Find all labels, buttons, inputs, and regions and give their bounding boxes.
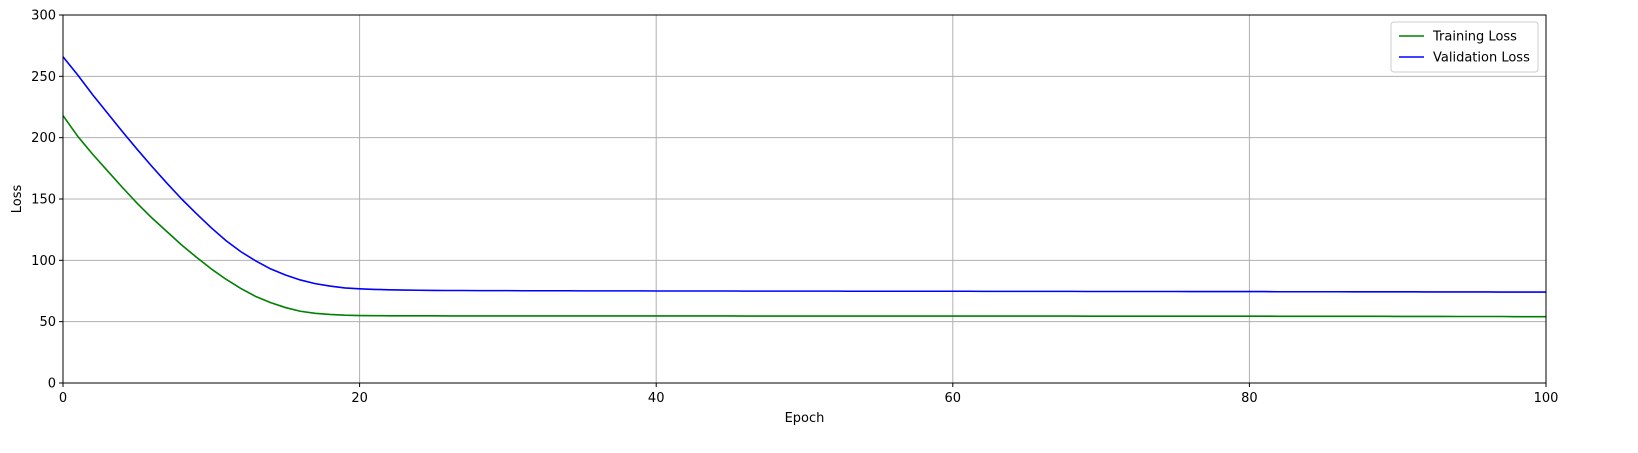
series-line-training-loss	[62, 115, 1546, 318]
y-tick-label: 0	[48, 377, 56, 392]
legend-box	[1390, 21, 1539, 73]
y-tick-label: 300	[31, 9, 56, 24]
x-tick-label: 0	[59, 391, 67, 406]
y-tick-label: 200	[31, 131, 56, 146]
legend: Training Loss Validation Loss	[1390, 21, 1539, 73]
y-tick-label: 150	[31, 193, 56, 208]
series-lines	[62, 56, 1546, 318]
y-axis-label: Loss	[10, 185, 25, 214]
y-axis-ticks: 0 50 100 150 200 250 300	[31, 9, 63, 392]
legend-label: Validation Loss	[1433, 51, 1530, 66]
x-tick-label: 100	[1534, 391, 1559, 406]
series-line-validation-loss	[62, 56, 1546, 293]
legend-label: Training Loss	[1432, 30, 1517, 45]
x-tick-label: 20	[351, 391, 368, 406]
x-axis-label: Epoch	[785, 411, 825, 426]
x-tick-label: 80	[1241, 391, 1258, 406]
y-tick-label: 50	[39, 315, 56, 330]
x-tick-label: 60	[945, 391, 962, 406]
grid-lines	[62, 14, 1547, 384]
x-tick-label: 40	[648, 391, 665, 406]
y-tick-label: 250	[31, 70, 56, 85]
x-axis-ticks: 0 20 40 60 80 100	[59, 383, 1559, 406]
y-tick-label: 100	[31, 254, 56, 269]
